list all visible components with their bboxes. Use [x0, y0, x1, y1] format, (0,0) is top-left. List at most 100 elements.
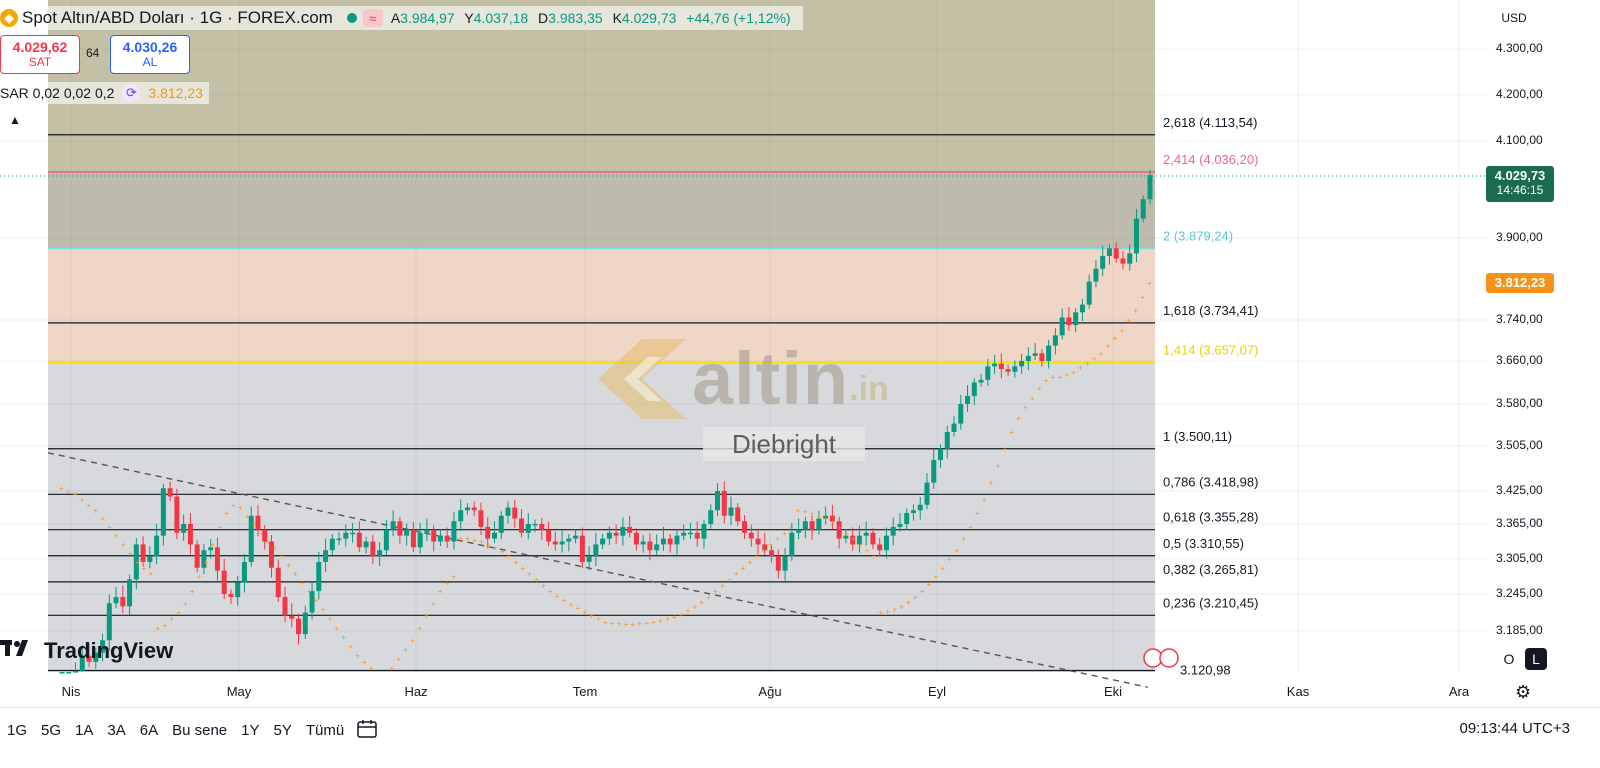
sar-dot: + — [279, 552, 284, 561]
sar-dot: + — [252, 520, 257, 529]
sell-button[interactable]: 4.029,62 SAT — [0, 35, 80, 74]
candle-body — [316, 561, 322, 592]
sar-dot: + — [500, 547, 505, 556]
sar-dot: + — [472, 536, 477, 545]
y-tick-label: 3.580,00 — [1496, 396, 1543, 410]
candle-body — [660, 538, 666, 545]
wave-icon[interactable]: ≈ — [362, 9, 383, 27]
range-all[interactable]: Tümü — [305, 721, 345, 739]
sar-dot: + — [885, 607, 890, 616]
range-5g[interactable]: 5G — [41, 721, 62, 739]
log-scale-toggle[interactable]: O — [1503, 651, 1515, 667]
candle-body — [525, 524, 531, 533]
candle-body — [417, 532, 423, 548]
candle-body — [485, 526, 491, 539]
range-5y[interactable]: 5Y — [273, 721, 292, 739]
sar-dot: + — [610, 619, 615, 628]
sar-dot: + — [789, 523, 794, 532]
sar-dot: + — [1030, 395, 1035, 404]
open-key: A — [390, 10, 401, 26]
symbol-title[interactable]: Spot Altın/ABD Doları · 1G · FOREX.com — [22, 8, 333, 27]
sar-dot: + — [637, 620, 642, 629]
indicator-legend[interactable]: SAR 0,02 0,02 0,2 ⟳ 3.812,23 — [0, 82, 209, 104]
low-key: D — [538, 10, 549, 26]
candle-body — [478, 510, 484, 527]
sar-dot: + — [348, 642, 353, 651]
sar-dot: + — [892, 605, 897, 614]
high-value: 4.037,18 — [473, 10, 529, 26]
fib-label: 0,382 (3.265,81) — [1163, 562, 1258, 577]
candle-body — [302, 612, 308, 635]
sar-dot: + — [947, 555, 952, 564]
x-tick-label: Eyl — [927, 684, 947, 699]
range-6a[interactable]: 6A — [139, 721, 159, 739]
tradingview-logo[interactable]: TradingView — [0, 638, 173, 664]
fib-label: 1,414 (3.657,07) — [1163, 343, 1258, 358]
trendline-segment[interactable] — [47, 452, 1149, 688]
candle-body — [539, 524, 545, 530]
sar-dot: + — [940, 564, 945, 573]
candle-body — [721, 491, 727, 516]
sar-dot: + — [844, 529, 849, 538]
open-value: 3.984,97 — [400, 10, 455, 26]
y-tick-label: 3.740,00 — [1496, 312, 1543, 326]
candle-body — [1059, 317, 1065, 336]
sar-dot: + — [934, 573, 939, 582]
clock[interactable]: 09:13:44 UTC+3 — [1459, 720, 1571, 737]
fib-label: 3.120,98 — [1180, 662, 1231, 677]
sar-dot: + — [1126, 316, 1131, 325]
range-1a[interactable]: 1A — [75, 721, 94, 739]
sar-dot: + — [1023, 403, 1028, 412]
range-3a[interactable]: 3A — [107, 721, 126, 739]
sar-dot: + — [982, 495, 987, 504]
close-value: 4.029,73 — [621, 10, 677, 26]
sar-dot: + — [803, 507, 808, 516]
sar-price-tag: 3.812,23 — [1486, 273, 1554, 293]
candle-body — [79, 655, 85, 672]
auto-scale-toggle[interactable]: L — [1525, 648, 1547, 670]
candle-body — [519, 518, 525, 533]
trendline[interactable] — [47, 452, 1149, 688]
sar-dot: + — [390, 664, 395, 673]
candle-body — [120, 597, 126, 607]
sar-dot: + — [754, 552, 759, 561]
gear-icon[interactable]: ⚙ — [1515, 682, 1532, 702]
candle-body — [1113, 248, 1119, 259]
flag-icon[interactable] — [1159, 648, 1179, 668]
author-label: Diebright — [703, 427, 865, 461]
range-1g[interactable]: 1G — [7, 721, 28, 739]
candle-body — [424, 529, 430, 533]
collapse-button[interactable]: ▲ — [0, 108, 30, 132]
candle-body — [167, 488, 173, 497]
candle-body — [701, 524, 707, 539]
x-tick-label: Eki — [1103, 684, 1123, 699]
range-ytd[interactable]: Bu sene — [172, 721, 228, 739]
candle-body — [552, 541, 558, 545]
sar-dot: + — [851, 535, 856, 544]
sar-dot: + — [527, 570, 532, 579]
sar-dot: + — [114, 532, 119, 541]
buy-button[interactable]: 4.030,26 AL — [110, 35, 190, 74]
sar-dot: + — [424, 612, 429, 621]
sar-dot: + — [314, 596, 319, 605]
candle-body — [505, 507, 511, 516]
sar-dot: + — [555, 592, 560, 601]
sar-dot: + — [617, 620, 622, 629]
calendar-icon[interactable] — [357, 719, 379, 739]
vertical-grid — [70, 0, 1460, 672]
candle-body — [998, 363, 1004, 370]
candle-body — [796, 529, 802, 533]
currency-selector[interactable]: USD — [1489, 5, 1539, 31]
candle-body — [262, 529, 268, 542]
refresh-icon[interactable]: ⟳ — [122, 84, 141, 102]
y-tick-label: 3.505,00 — [1496, 438, 1543, 452]
event-flags[interactable] — [1143, 648, 1179, 668]
sar-dot: + — [266, 538, 271, 547]
sar-dot: + — [1119, 326, 1124, 335]
candle-body — [370, 541, 376, 557]
range-1y[interactable]: 1Y — [241, 721, 260, 739]
candle-body — [958, 404, 964, 424]
fib-lines — [48, 134, 1155, 672]
candle-body — [627, 526, 633, 533]
